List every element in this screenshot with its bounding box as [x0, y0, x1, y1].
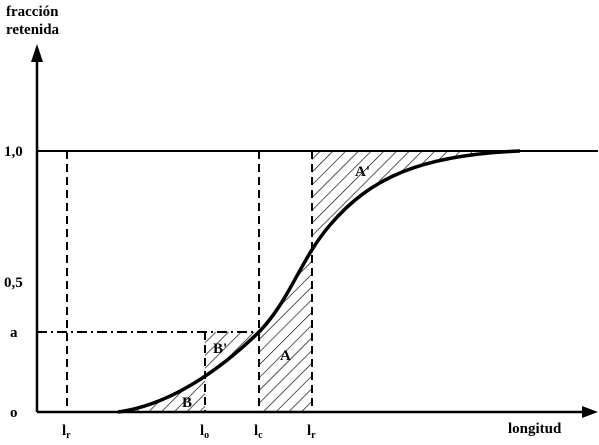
x-tick-label: lr	[307, 423, 316, 440]
y-tick-label: a	[10, 325, 18, 341]
label-sub: o	[204, 430, 209, 440]
y-title: retenida	[6, 22, 60, 38]
x-tick-label: lo	[200, 423, 209, 440]
region-label: A	[280, 348, 291, 364]
region-label: A'	[355, 164, 370, 180]
label-sub: r	[66, 430, 71, 440]
region-label: B	[182, 395, 192, 411]
region-label: B'	[213, 341, 227, 357]
label-base: l	[307, 423, 311, 439]
x-title: longitud	[508, 421, 562, 437]
axes	[35, 48, 592, 414]
x-tick-label: lc	[254, 423, 263, 440]
y-tick-label: 0,5	[4, 275, 23, 291]
label-base: l	[62, 423, 66, 439]
curve	[117, 149, 521, 414]
y-tick-label: o	[10, 405, 18, 421]
label-base: l	[200, 423, 204, 439]
y-tick-label: 1,0	[4, 144, 23, 160]
label-sub: r	[311, 430, 316, 440]
x-arrow	[582, 406, 598, 418]
x-tick-label: lr	[62, 423, 71, 440]
label-sub: c	[258, 430, 263, 440]
label-base: l	[254, 423, 258, 439]
x-tick-labels: lr lo lc lr	[62, 423, 316, 441]
y-title: fracción	[6, 4, 59, 20]
y-arrow	[31, 44, 43, 62]
